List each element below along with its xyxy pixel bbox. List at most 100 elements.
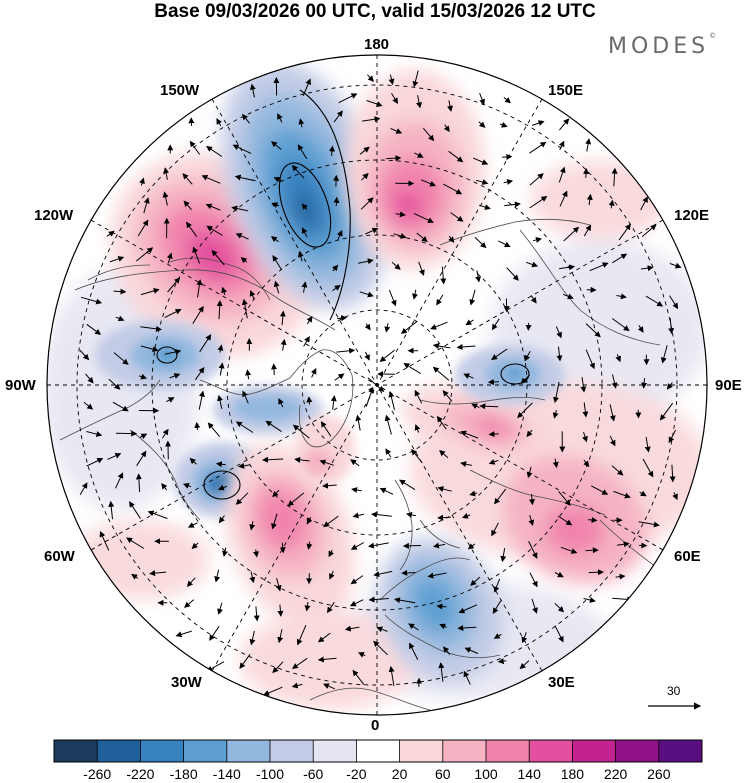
wind-vector	[240, 257, 248, 264]
wind-vector	[582, 431, 588, 443]
colorbar-tick-label: 20	[391, 766, 408, 782]
wind-vector	[582, 402, 589, 418]
wind-vector	[330, 395, 337, 410]
wind-vector	[291, 164, 305, 179]
wind-vector	[362, 116, 381, 123]
wind-vector	[497, 658, 507, 665]
wind-vector	[364, 351, 370, 361]
page-title: Base 09/03/2026 00 UTC, valid 15/03/2026…	[154, 1, 596, 22]
wind-vector	[196, 279, 203, 298]
wind-vector	[273, 280, 280, 294]
wind-vector	[559, 264, 576, 271]
wind-vector	[558, 491, 571, 506]
anomaly-negative-central-siberia	[455, 345, 565, 405]
colorbar-swatch	[313, 740, 357, 762]
wind-vector	[291, 657, 308, 669]
wind-vector	[139, 177, 145, 186]
wind-vector	[442, 390, 453, 402]
wind-vector	[529, 493, 536, 506]
wind-vector	[306, 396, 313, 405]
wind-vector	[211, 249, 225, 266]
wind-vector	[640, 196, 648, 211]
wind-vector	[583, 459, 590, 468]
wind-vector	[183, 200, 192, 211]
colorbar-swatch	[442, 740, 487, 762]
wind-vector	[439, 623, 447, 630]
wind-vector	[668, 318, 675, 335]
wind-vector	[402, 542, 422, 549]
wind-vector	[433, 542, 446, 549]
wind-vector	[86, 431, 103, 437]
wind-vector	[669, 464, 676, 483]
wind-vector	[640, 265, 654, 272]
copyright-mark: ©	[709, 32, 717, 40]
wind-vector	[499, 121, 508, 128]
wind-vector	[272, 661, 284, 674]
wind-vector	[149, 570, 167, 577]
wind-vector	[414, 424, 421, 433]
wind-vector	[471, 403, 480, 409]
wind-vector	[447, 100, 453, 112]
wind-vector	[529, 173, 544, 186]
wind-vector	[358, 258, 374, 265]
colorbar-tick-label: -180	[169, 766, 198, 782]
wind-vector	[669, 295, 679, 310]
wind-vector	[376, 626, 388, 633]
wind-vector	[242, 390, 249, 404]
wind-vector	[472, 157, 489, 165]
wind-vector	[320, 421, 332, 437]
wind-vector	[432, 343, 451, 349]
wind-vector	[140, 325, 162, 332]
wind-vector	[162, 191, 169, 206]
lon-label-120e: 120E	[674, 207, 710, 224]
wind-vector	[136, 450, 147, 467]
wind-vector	[332, 264, 339, 272]
wind-vector	[493, 633, 502, 639]
wind-vector	[217, 602, 223, 615]
lon-label-60e: 60E	[674, 548, 701, 565]
wind-vector	[400, 320, 418, 335]
wind-vector	[637, 325, 644, 333]
wind-vector	[457, 625, 477, 632]
wind-vector	[414, 152, 424, 158]
wind-vector	[552, 409, 559, 419]
wind-vector	[106, 230, 115, 237]
wind-vector	[337, 315, 348, 322]
wind-vector	[368, 596, 389, 603]
wind-vector	[491, 522, 499, 537]
wind-vector	[563, 226, 580, 242]
wind-vector	[365, 227, 379, 235]
lon-label-150w: 150W	[160, 82, 200, 99]
wind-vector	[503, 179, 514, 185]
wind-vector	[201, 174, 221, 184]
wind-vector	[241, 113, 250, 124]
wind-vector	[108, 378, 121, 390]
wind-vector	[531, 120, 545, 126]
wind-vector	[475, 270, 482, 283]
wind-vector	[272, 489, 280, 498]
wind-vector	[218, 362, 225, 376]
wind-vector	[164, 349, 182, 355]
wind-vector	[270, 236, 279, 243]
wind-vector	[388, 665, 395, 686]
anomaly-positive-kara	[402, 385, 558, 465]
wind-vector	[659, 402, 674, 421]
wind-vector	[488, 458, 499, 465]
wind-vector	[129, 501, 141, 519]
wind-vector	[559, 190, 568, 207]
wind-vector	[436, 603, 447, 610]
wind-vector	[301, 227, 308, 238]
wind-vector	[590, 485, 609, 495]
wind-vector	[413, 212, 434, 223]
wind-vector	[113, 352, 129, 365]
wind-vector	[126, 537, 145, 549]
wind-vector	[385, 448, 392, 458]
wind-vector	[612, 253, 628, 264]
wind-vector	[443, 183, 463, 195]
wind-vector	[408, 623, 419, 631]
wind-vector	[143, 197, 150, 214]
colorbar-tick-label: -260	[83, 766, 112, 782]
colorbar-tick-label: -60	[303, 766, 324, 782]
wind-vector	[460, 430, 479, 439]
lon-label-90w: 90W	[5, 377, 36, 394]
